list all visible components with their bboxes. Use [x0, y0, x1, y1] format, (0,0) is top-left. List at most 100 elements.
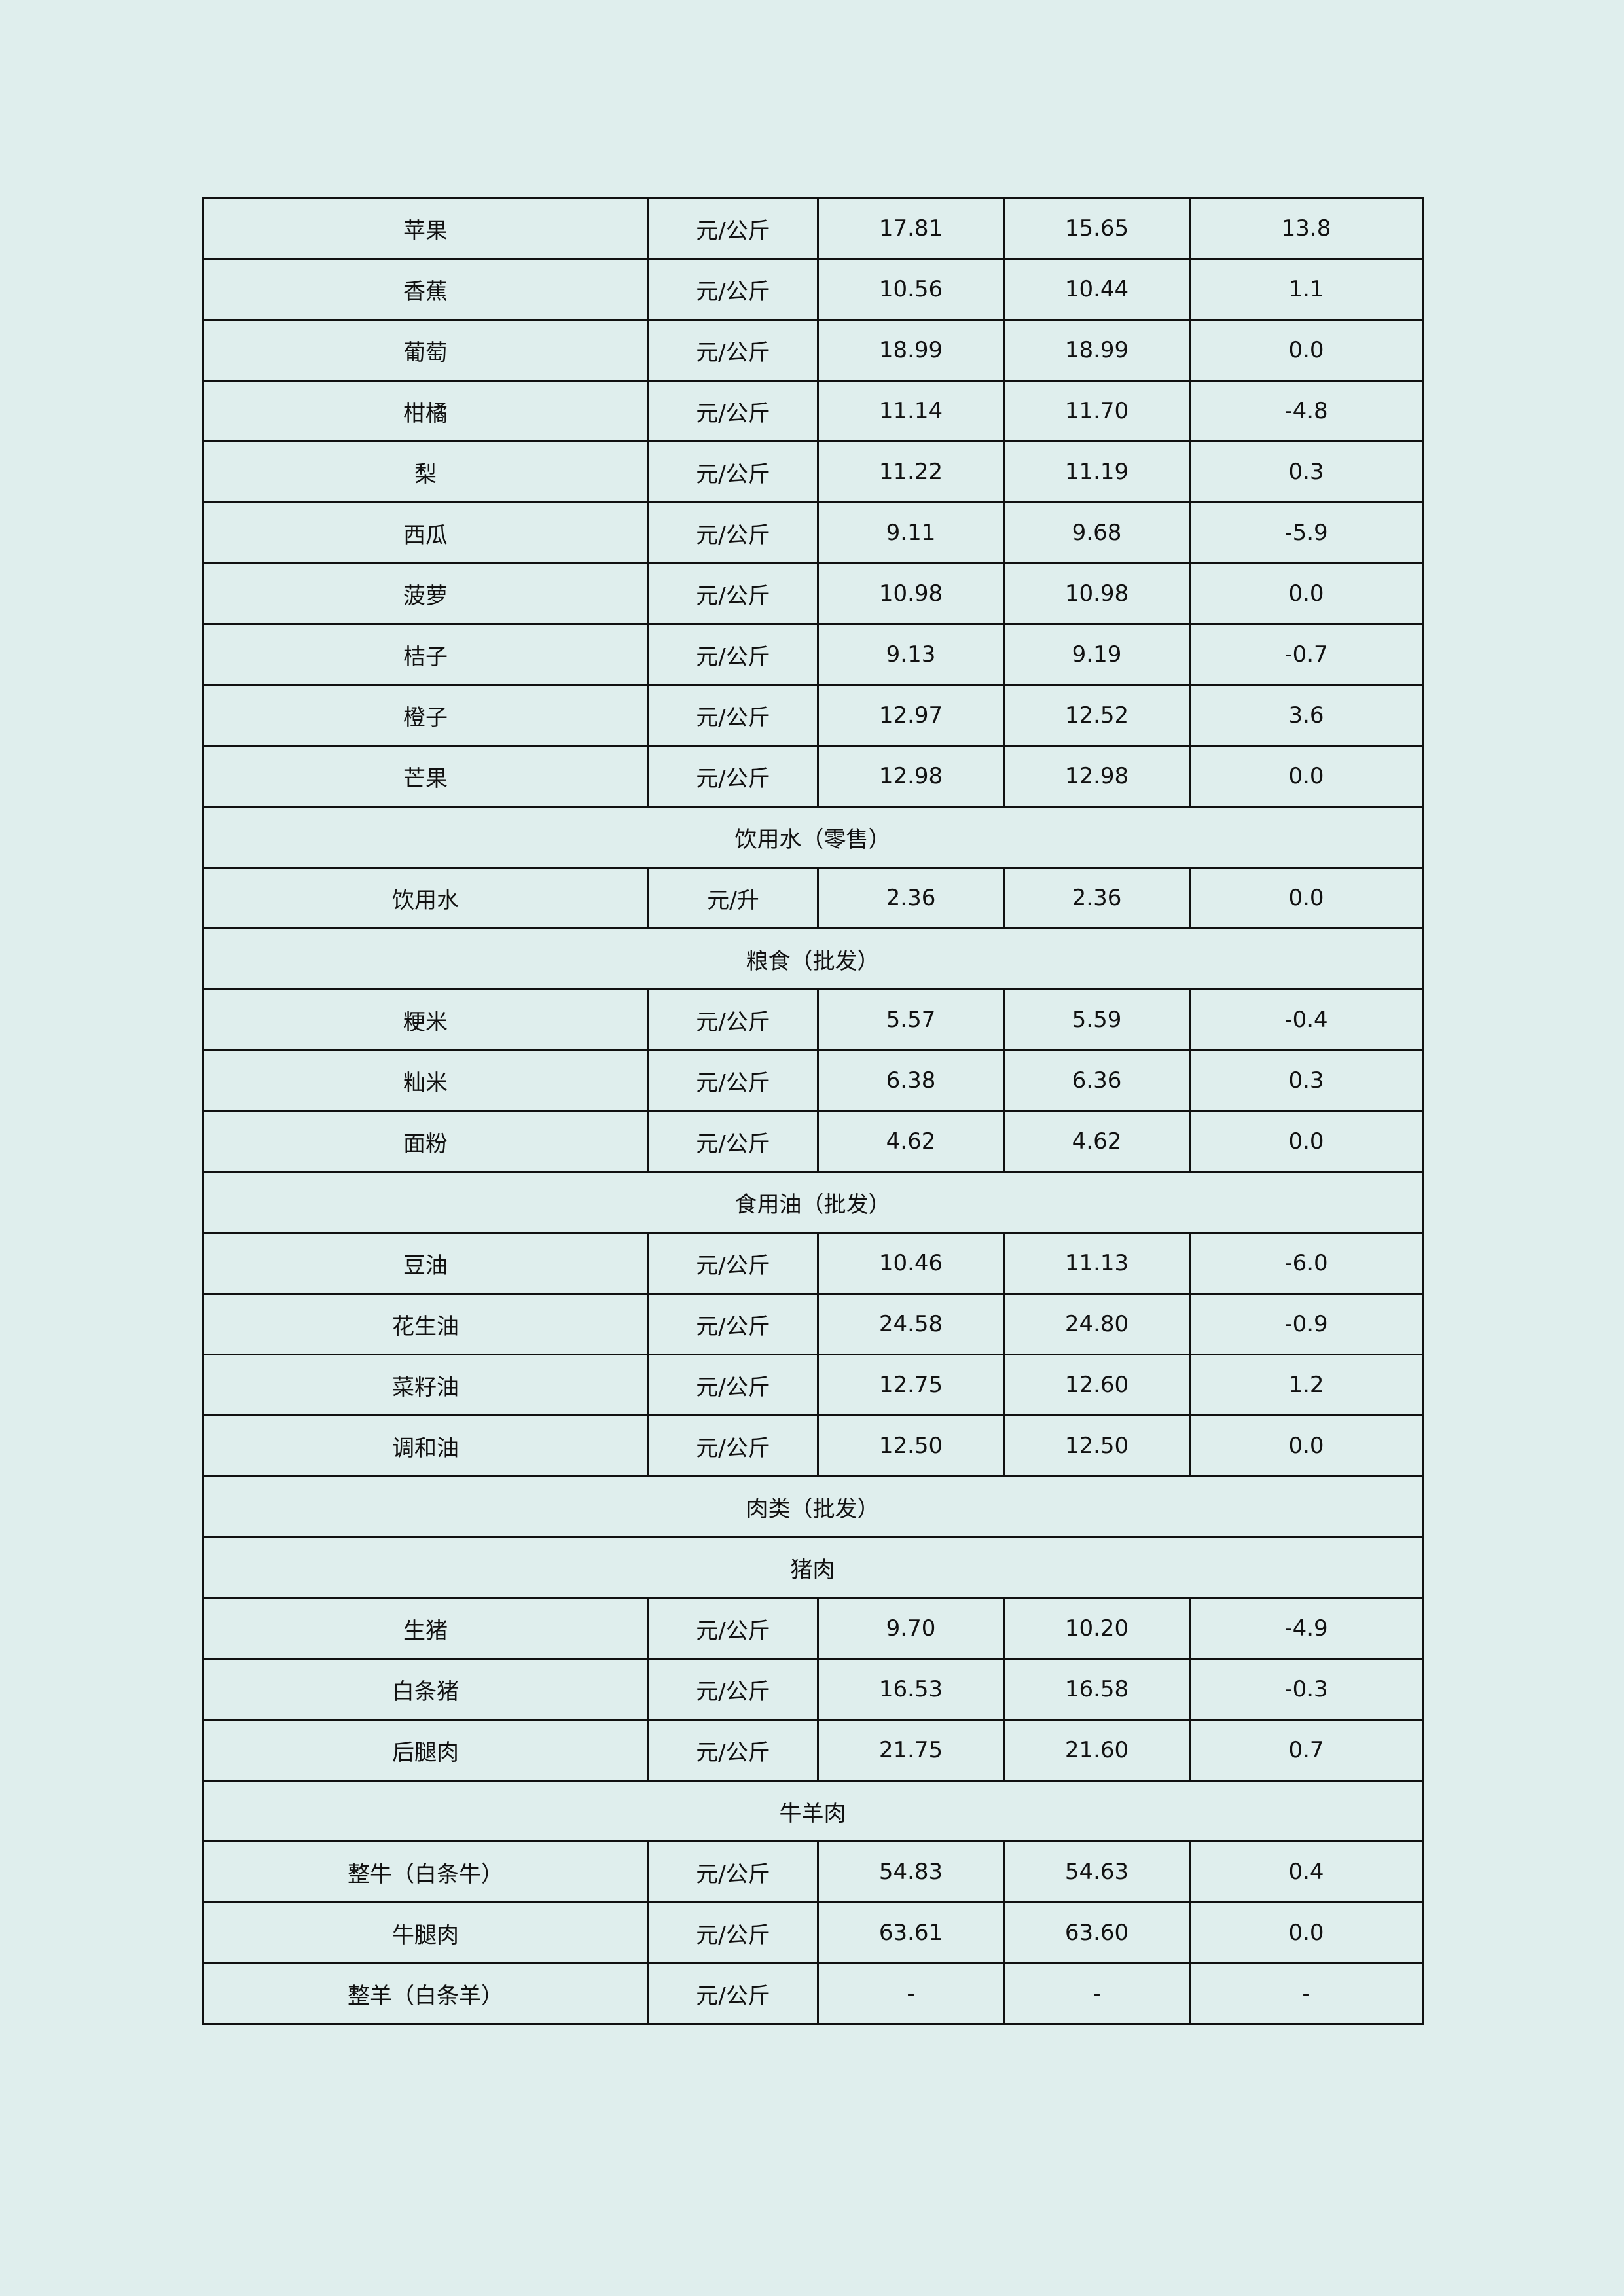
previous-price: 11.19 — [1003, 440, 1191, 503]
current-price: 21.75 — [817, 1719, 1005, 1782]
table-row: 豆油 元/公斤 10.46 11.13 -6.0 — [202, 1232, 1424, 1295]
change-percent: 0.3 — [1189, 1049, 1424, 1112]
previous-price: 12.52 — [1003, 684, 1191, 747]
unit: 元/公斤 — [647, 1840, 819, 1903]
unit: 元/公斤 — [647, 684, 819, 747]
previous-price: 54.63 — [1003, 1840, 1191, 1903]
section-title: 肉类（批发） — [202, 1475, 1424, 1538]
previous-price: 24.80 — [1003, 1293, 1191, 1355]
change-percent: -0.3 — [1189, 1658, 1424, 1721]
change-percent: -0.7 — [1189, 623, 1424, 686]
section-row: 食用油（批发） — [202, 1171, 1424, 1234]
table-row: 粳米 元/公斤 5.57 5.59 -0.4 — [202, 988, 1424, 1051]
current-price: 9.70 — [817, 1597, 1005, 1660]
unit: 元/公斤 — [647, 1049, 819, 1112]
item-name: 牛腿肉 — [202, 1901, 649, 1964]
previous-price: 10.44 — [1003, 258, 1191, 321]
section-title: 食用油（批发） — [202, 1171, 1424, 1234]
previous-price: 12.60 — [1003, 1354, 1191, 1416]
current-price: 11.22 — [817, 440, 1005, 503]
table-row: 后腿肉 元/公斤 21.75 21.60 0.7 — [202, 1719, 1424, 1782]
table-row: 整羊（白条羊） 元/公斤 - - - — [202, 1962, 1424, 2025]
previous-price: 4.62 — [1003, 1110, 1191, 1173]
change-percent: 0.0 — [1189, 745, 1424, 808]
change-percent: 0.3 — [1189, 440, 1424, 503]
price-table: 苹果 元/公斤 17.81 15.65 13.8 香蕉 元/公斤 10.56 10.44 1.1 葡… — [202, 197, 1424, 2025]
unit: 元/公斤 — [647, 623, 819, 686]
item-name: 芒果 — [202, 745, 649, 808]
item-name: 梨 — [202, 440, 649, 503]
current-price: 9.11 — [817, 501, 1005, 564]
unit: 元/公斤 — [647, 258, 819, 321]
table-row: 西瓜 元/公斤 9.11 9.68 -5.9 — [202, 501, 1424, 564]
unit: 元/公斤 — [647, 1597, 819, 1660]
section-row: 肉类（批发） — [202, 1475, 1424, 1538]
change-percent: 0.4 — [1189, 1840, 1424, 1903]
unit: 元/公斤 — [647, 1719, 819, 1782]
table-row: 梨元/公斤 11.22 11.19 0.3 — [202, 440, 1424, 503]
previous-price: - — [1003, 1962, 1191, 2025]
section-row: 猪肉 — [202, 1536, 1424, 1599]
previous-price: 10.20 — [1003, 1597, 1191, 1660]
item-name: 饮用水 — [202, 867, 649, 929]
table-row: 柑橘 元/公斤 11.14 11.70 -4.8 — [202, 380, 1424, 442]
section-title: 牛羊肉 — [202, 1780, 1424, 1842]
unit: 元/公斤 — [647, 1232, 819, 1295]
unit: 元/公斤 — [647, 1110, 819, 1173]
current-price: 4.62 — [817, 1110, 1005, 1173]
item-name: 苹果 — [202, 197, 649, 260]
item-name: 西瓜 — [202, 501, 649, 564]
change-percent: 0.0 — [1189, 562, 1424, 625]
previous-price: 6.36 — [1003, 1049, 1191, 1112]
table-row: 白条猪 元/公斤 16.53 16.58 -0.3 — [202, 1658, 1424, 1721]
table-row: 芒果 元/公斤 12.98 12.98 0.0 — [202, 745, 1424, 808]
current-price: 11.14 — [817, 380, 1005, 442]
unit: 元/公斤 — [647, 745, 819, 808]
item-name: 豆油 — [202, 1232, 649, 1295]
previous-price: 15.65 — [1003, 197, 1191, 260]
unit: 元/升 — [647, 867, 819, 929]
unit: 元/公斤 — [647, 501, 819, 564]
table-row: 牛腿肉 元/公斤 63.61 63.60 0.0 — [202, 1901, 1424, 1964]
previous-price: 11.13 — [1003, 1232, 1191, 1295]
unit: 元/公斤 — [647, 1354, 819, 1416]
current-price: 10.46 — [817, 1232, 1005, 1295]
table-row: 花生油 元/公斤 24.58 24.80 -0.9 — [202, 1293, 1424, 1355]
current-price: 63.61 — [817, 1901, 1005, 1964]
current-price: 6.38 — [817, 1049, 1005, 1112]
item-name: 白条猪 — [202, 1658, 649, 1721]
change-percent: -4.8 — [1189, 380, 1424, 442]
current-price: 10.56 — [817, 258, 1005, 321]
table-row: 生猪 元/公斤 9.70 10.20 -4.9 — [202, 1597, 1424, 1660]
current-price: 12.50 — [817, 1414, 1005, 1477]
table-row: 香蕉 元/公斤 10.56 10.44 1.1 — [202, 258, 1424, 321]
table-row: 葡萄 元/公斤 18.99 18.99 0.0 — [202, 319, 1424, 382]
previous-price: 12.50 — [1003, 1414, 1191, 1477]
previous-price: 9.68 — [1003, 501, 1191, 564]
item-name: 整牛（白条牛） — [202, 1840, 649, 1903]
change-percent: -5.9 — [1189, 501, 1424, 564]
unit: 元/公斤 — [647, 988, 819, 1051]
table-row: 整牛（白条牛） 元/公斤 54.83 54.63 0.4 — [202, 1840, 1424, 1903]
current-price: 16.53 — [817, 1658, 1005, 1721]
item-name: 籼米 — [202, 1049, 649, 1112]
change-percent: -0.4 — [1189, 988, 1424, 1051]
table-row: 桔子 元/公斤 9.13 9.19 -0.7 — [202, 623, 1424, 686]
item-name: 葡萄 — [202, 319, 649, 382]
unit: 元/公斤 — [647, 1414, 819, 1477]
change-percent: 0.0 — [1189, 867, 1424, 929]
change-percent: 1.1 — [1189, 258, 1424, 321]
section-title: 饮用水（零售） — [202, 806, 1424, 869]
previous-price: 10.98 — [1003, 562, 1191, 625]
table-row: 面粉 元/公斤 4.62 4.62 0.0 — [202, 1110, 1424, 1173]
unit: 元/公斤 — [647, 562, 819, 625]
table-row: 菜籽油 元/公斤 12.75 12.60 1.2 — [202, 1354, 1424, 1416]
change-percent: -0.9 — [1189, 1293, 1424, 1355]
change-percent: 1.2 — [1189, 1354, 1424, 1416]
unit: 元/公斤 — [647, 1901, 819, 1964]
change-percent: 0.0 — [1189, 1414, 1424, 1477]
section-row: 粮食（批发） — [202, 927, 1424, 990]
unit: 元/公斤 — [647, 1293, 819, 1355]
current-price: 17.81 — [817, 197, 1005, 260]
table-row: 籼米 元/公斤 6.38 6.36 0.3 — [202, 1049, 1424, 1112]
